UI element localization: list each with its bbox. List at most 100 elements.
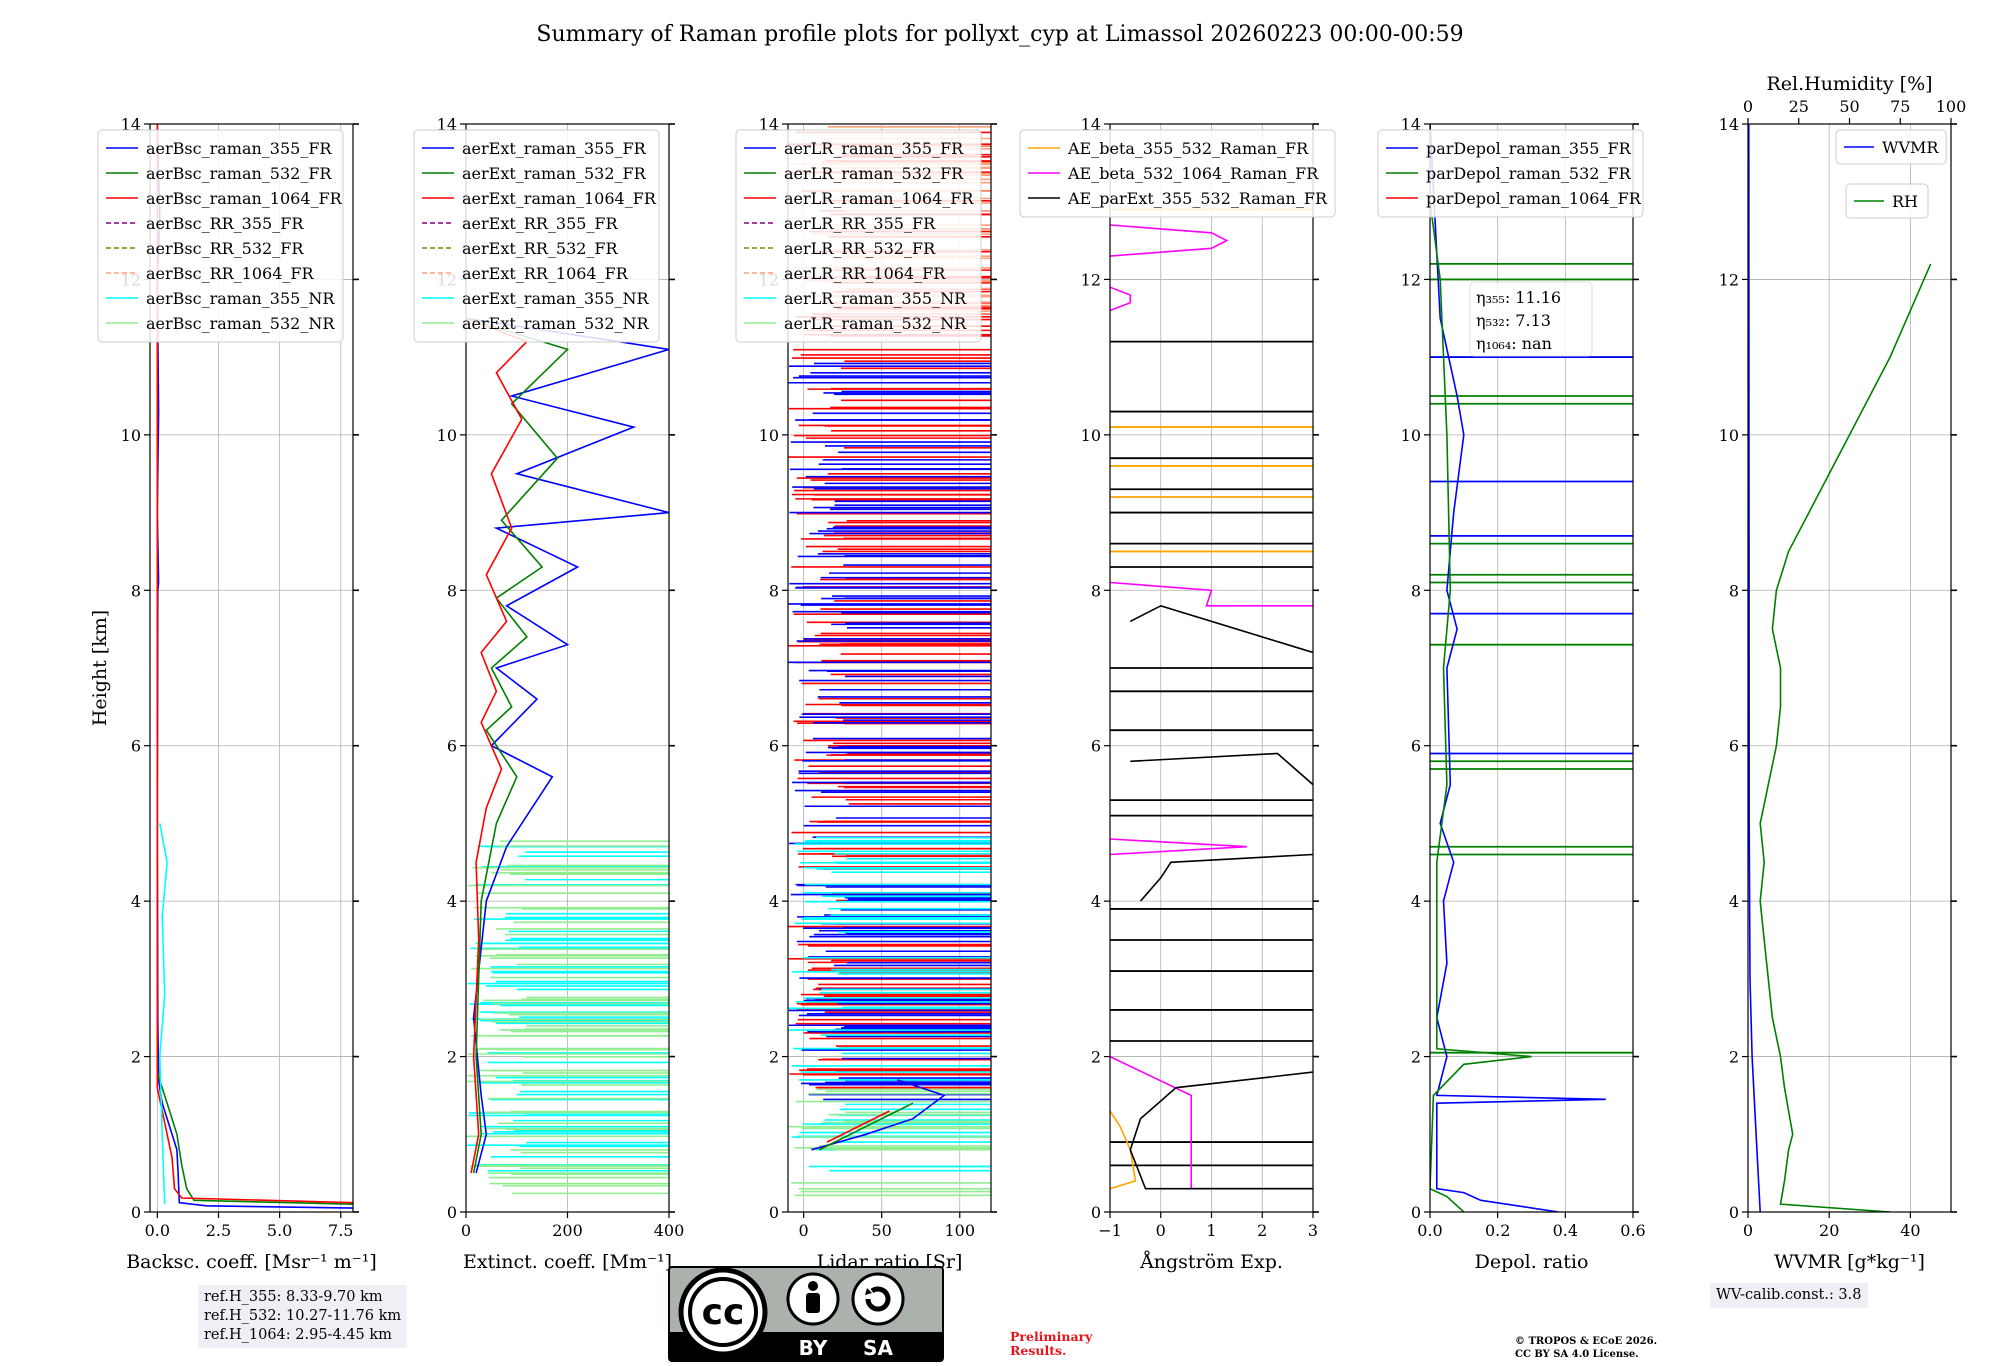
ytick-label: 2 — [1729, 1048, 1739, 1067]
series-WVMR — [1748, 124, 1761, 1212]
legend-label: parDepol_raman_532_FR — [1426, 164, 1632, 183]
ytick-label: 6 — [1091, 737, 1101, 756]
eta-frame — [1469, 281, 1593, 357]
legend-label: aerExt_RR_355_FR — [462, 214, 619, 233]
ytick-label: 8 — [769, 581, 779, 600]
legend-label: aerExt_raman_355_NR — [462, 289, 650, 308]
copyright-line-2: CC BY SA 4.0 License. — [1515, 1349, 1639, 1360]
top-xtick-label: 75 — [1890, 97, 1910, 116]
xtick-label: 400 — [654, 1221, 685, 1240]
ytick-label: 2 — [447, 1048, 457, 1067]
top-xtick-label: 50 — [1839, 97, 1859, 116]
legend-label: aerLR_raman_532_NR — [784, 314, 967, 333]
series-AE_beta_532_1064_Raman_FR — [1110, 838, 1248, 856]
series-aerExt_raman_1064_FR — [466, 317, 529, 1174]
ytick-label: 4 — [131, 892, 141, 911]
ytick-label: 2 — [1411, 1048, 1421, 1067]
ytick-label: 6 — [1411, 737, 1421, 756]
legend-label: AE_beta_532_1064_Raman_FR — [1067, 164, 1319, 183]
ytick-label: 14 — [1081, 115, 1101, 134]
xtick-label: 2 — [1257, 1221, 1267, 1240]
ytick-label: 6 — [447, 737, 457, 756]
legend: aerLR_raman_355_FR aerLR_raman_532_FR aerL… — [735, 129, 982, 343]
panel-lidar_ratio: 02468101214050100Lidar ratio [Sr]aerLR_r… — [735, 115, 997, 1273]
ytick-label: 8 — [1091, 581, 1101, 600]
legend-label: aerBsc_RR_1064_FR — [146, 264, 315, 283]
ref-height-1064: ref.H_1064: 2.95-4.45 km — [204, 1327, 392, 1343]
wv-calib-box: WV-calib.const.: 3.8 — [1710, 1283, 1868, 1308]
xaxis-label: Extinct. coeff. [Mm⁻¹] — [463, 1251, 672, 1273]
series-AE_parExt_355_532_Raman_FR — [1130, 752, 1313, 786]
axes-frame — [1429, 123, 1634, 1213]
legend-label: aerBsc_raman_355_NR — [146, 289, 335, 308]
axes-frame — [149, 123, 354, 1213]
series-aerLR_raman_532_FR — [818, 1102, 914, 1151]
ytick-label: 10 — [1081, 426, 1101, 445]
panel-extinction: 024681012140200400Extinct. coeff. [Mm⁻¹]… — [413, 115, 685, 1273]
ytick-label: 12 — [1719, 270, 1739, 289]
legend: WVMR RH — [1835, 129, 1947, 219]
xtick-label: 0 — [1743, 1221, 1753, 1240]
ytick-label: 12 — [1401, 270, 1421, 289]
legend-label: aerExt_raman_532_NR — [462, 314, 650, 333]
ytick-label: 8 — [1729, 581, 1739, 600]
eta-value: η₃₅₅: 11.16 — [1476, 288, 1561, 307]
series-AE_parExt_355_532_Raman_FR — [1139, 853, 1313, 902]
series-AE_parExt_355_532_Raman_FR — [1129, 1071, 1313, 1190]
preliminary-note: Preliminary Results. — [1010, 1330, 1092, 1358]
xaxis-label: Depol. ratio — [1475, 1251, 1589, 1273]
xtick-label: −1 — [1098, 1221, 1122, 1240]
legend-label: aerLR_raman_355_NR — [784, 289, 967, 308]
ytick-label: 8 — [131, 581, 141, 600]
xtick-label: 3 — [1308, 1221, 1318, 1240]
series-aerBsc_raman_532_FR — [156, 124, 353, 1205]
xtick-label: 1 — [1206, 1221, 1216, 1240]
legend-label: RH — [1892, 192, 1918, 211]
ytick-label: 4 — [447, 892, 457, 911]
ref-height-355: ref.H_355: 8.33-9.70 km — [204, 1289, 383, 1305]
legend-label: aerBsc_RR_532_FR — [146, 239, 304, 258]
top-xtick-label: 0 — [1743, 97, 1753, 116]
preliminary-line-2: Results. — [1010, 1343, 1067, 1358]
xtick-label: 20 — [1819, 1221, 1839, 1240]
legend-label: parDepol_raman_355_FR — [1426, 139, 1632, 158]
top-xtick-label: 100 — [1936, 97, 1967, 116]
series-aerLR_raman_355_FR — [811, 1079, 946, 1151]
legend-frame — [1845, 183, 1929, 219]
legend-label: aerLR_RR_355_FR — [784, 214, 936, 233]
series-aerBsc_raman_1064_FR — [156, 124, 353, 1204]
top-xtick-label: 25 — [1789, 97, 1809, 116]
cc-by-label: BY — [799, 1336, 828, 1360]
ytick-label: 10 — [1719, 426, 1739, 445]
legend-frame — [735, 129, 982, 343]
ytick-label: 14 — [1401, 115, 1421, 134]
cc-license-badge[interactable]: cc BY SA — [668, 1266, 944, 1362]
ytick-label: 8 — [447, 581, 457, 600]
ytick-label: 2 — [769, 1048, 779, 1067]
wv-calib-const: WV-calib.const.: 3.8 — [1716, 1287, 1862, 1303]
ytick-label: 4 — [1091, 892, 1101, 911]
xtick-label: 0.0 — [145, 1221, 170, 1240]
series-AE_parExt_355_532_Raman_FR — [1129, 604, 1313, 654]
xtick-label: 5.0 — [267, 1221, 292, 1240]
ytick-label: 0 — [1729, 1203, 1739, 1222]
series-AE_beta_355_532_Raman_FR — [1110, 1110, 1137, 1190]
xtick-label: 200 — [552, 1221, 583, 1240]
legend: aerExt_raman_355_FR aerExt_raman_532_FRae… — [413, 129, 660, 343]
legend-label: AE_parExt_355_532_Raman_FR — [1067, 189, 1328, 208]
xtick-label: 50 — [872, 1221, 892, 1240]
ytick-label: 2 — [131, 1048, 141, 1067]
ytick-label: 0 — [769, 1203, 779, 1222]
data-layer — [788, 126, 991, 1197]
figure-title: Summary of Raman profile plots for polly… — [536, 22, 1464, 47]
legend-label: aerBsc_raman_532_NR — [146, 314, 335, 333]
top-xaxis-label: Rel.Humidity [%] — [1766, 73, 1932, 95]
xtick-label: 0.2 — [1485, 1221, 1510, 1240]
legend-frame — [1377, 129, 1644, 218]
ytick-label: 0 — [131, 1203, 141, 1222]
ytick-label: 6 — [1729, 737, 1739, 756]
legend-label: aerBsc_raman_1064_FR — [146, 189, 343, 208]
